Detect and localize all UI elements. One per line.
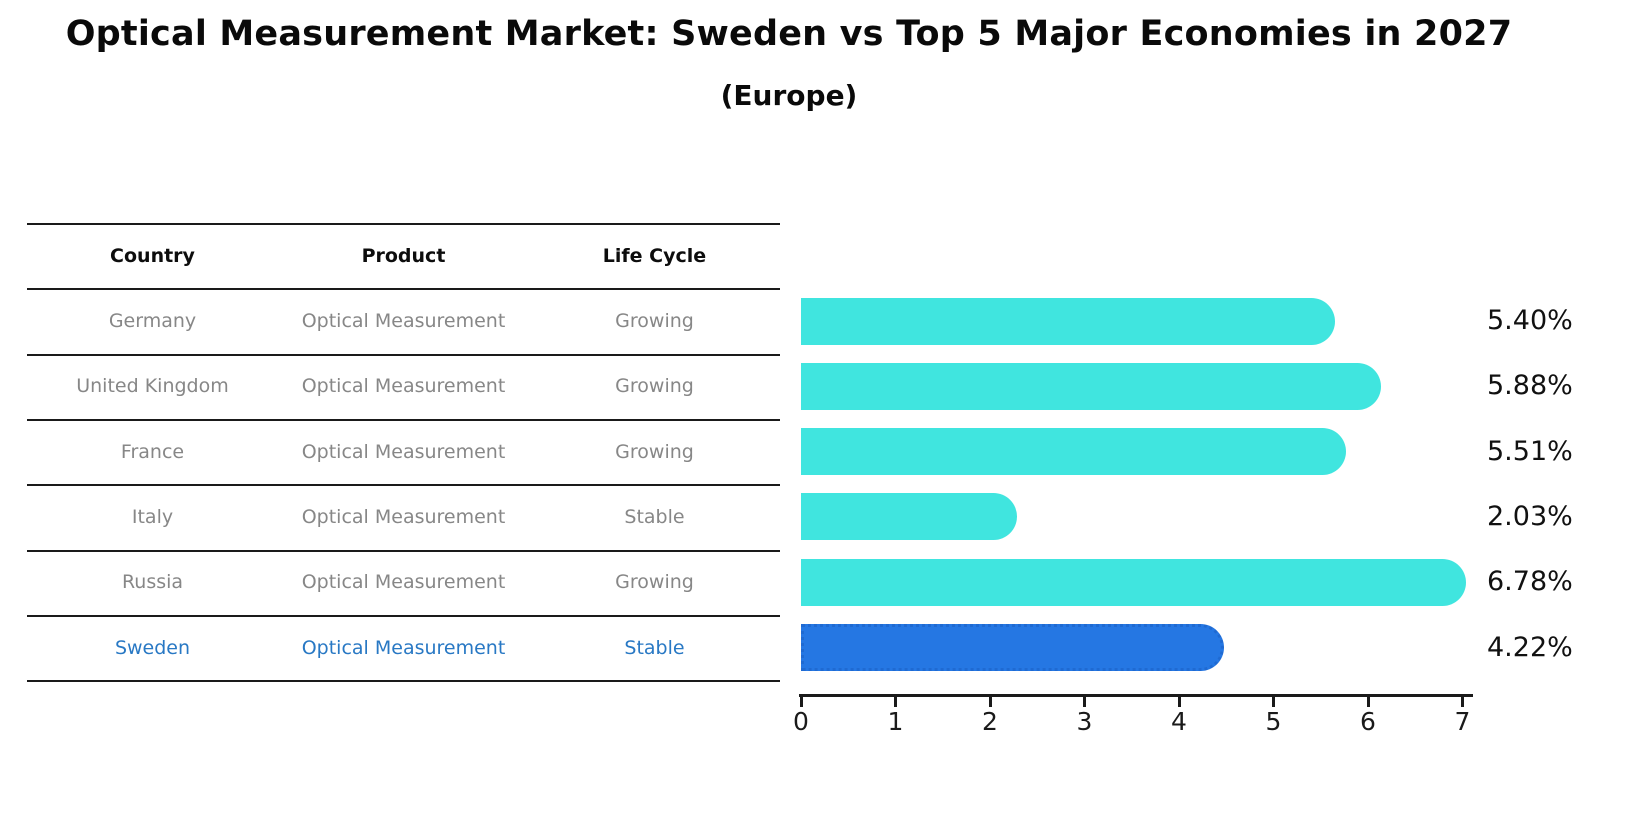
- table-rule: [27, 353, 780, 356]
- table-cell-country: Italy: [131, 505, 174, 528]
- bar-value-label: 2.03%: [1487, 500, 1573, 532]
- bar-value-label: 5.40%: [1487, 305, 1573, 336]
- table-cell-country: France: [120, 440, 185, 463]
- x-axis-spine: [799, 694, 1473, 697]
- chart-subtitle: (Europe): [720, 79, 858, 112]
- table-cell-life_cycle: Growing: [615, 310, 694, 332]
- x-axis-tick-label: 2: [982, 707, 998, 736]
- column-header-product: Product: [361, 244, 446, 267]
- table-cell-product: Optical Measurement: [301, 440, 506, 463]
- bar-sweden: [801, 624, 1224, 672]
- x-axis-tick-label: 6: [1360, 707, 1376, 736]
- bar-france: [801, 428, 1346, 476]
- table-cell-life_cycle: Growing: [615, 440, 694, 463]
- bar-value-label: 5.51%: [1487, 435, 1573, 467]
- table-cell-product: Optical Measurement: [301, 310, 506, 332]
- table-cell-product: Optical Measurement: [301, 375, 506, 398]
- bar-italy: [801, 493, 1017, 541]
- table-cell-country: Germany: [108, 310, 197, 332]
- table-rule: [27, 549, 780, 552]
- table-rule: [27, 680, 780, 683]
- table-cell-product: Optical Measurement: [301, 636, 506, 659]
- x-axis-tick: [799, 697, 803, 707]
- x-axis-tick: [894, 697, 897, 707]
- x-axis-tick: [1272, 697, 1275, 707]
- table-cell-product: Optical Measurement: [301, 505, 506, 528]
- table-rule: [27, 614, 780, 617]
- table-cell-country: Russia: [121, 571, 184, 594]
- x-axis-tick: [1083, 697, 1086, 707]
- table-rule: [27, 484, 780, 487]
- x-axis-tick-label: 7: [1454, 707, 1471, 736]
- x-axis-tick-label: 5: [1265, 707, 1282, 736]
- table-cell-life_cycle: Stable: [624, 505, 685, 528]
- x-axis-tick: [988, 697, 992, 707]
- table-cell-life_cycle: Stable: [624, 636, 685, 659]
- column-header-life_cycle: Life Cycle: [602, 244, 707, 267]
- table-cell-country: Sweden: [114, 636, 191, 659]
- bar-germany: [801, 297, 1336, 345]
- x-axis-tick: [1461, 697, 1464, 707]
- bar-united-kingdom: [801, 362, 1381, 410]
- table-rule: [27, 418, 780, 421]
- x-axis-tick-label: 4: [1171, 707, 1187, 736]
- table-cell-product: Optical Measurement: [301, 571, 506, 594]
- x-axis-tick-label: 1: [887, 707, 904, 736]
- x-axis-tick: [1366, 697, 1370, 707]
- table-rule: [27, 288, 780, 291]
- table-cell-life_cycle: Growing: [615, 571, 694, 594]
- chart-title: Optical Measurement Market: Sweden vs To…: [65, 14, 1513, 54]
- bar-value-label: 4.22%: [1487, 631, 1573, 663]
- x-axis-tick: [1177, 697, 1181, 707]
- table-cell-country: United Kingdom: [76, 375, 229, 398]
- x-axis-tick-label: 3: [1076, 707, 1093, 736]
- table-rule: [27, 223, 780, 225]
- column-header-country: Country: [110, 244, 195, 267]
- bar-value-label: 5.88%: [1487, 370, 1573, 402]
- bar-russia: [801, 558, 1466, 606]
- x-axis-tick-label: 0: [793, 707, 809, 736]
- table-cell-life_cycle: Growing: [615, 375, 694, 398]
- bar-value-label: 6.78%: [1487, 566, 1573, 598]
